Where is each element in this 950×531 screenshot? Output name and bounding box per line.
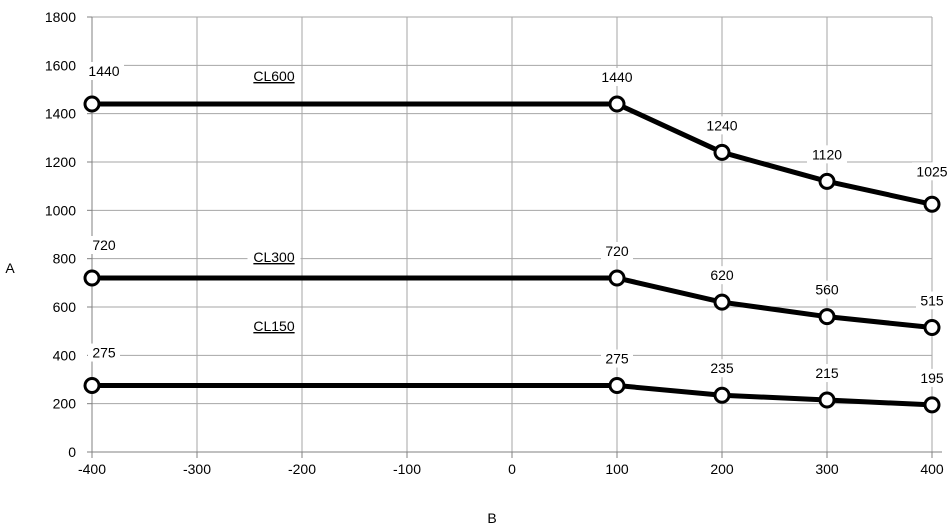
y-tick-label: 200 <box>53 396 77 412</box>
data-point <box>923 396 941 414</box>
data-point <box>83 95 101 113</box>
data-label: 195 <box>920 370 944 386</box>
series-CL600: 1440 1440 1240 1120 1025 CL600 <box>83 62 950 213</box>
data-label-background <box>597 68 637 86</box>
data-label-background <box>807 145 847 164</box>
series-name-background <box>247 248 301 266</box>
data-label: 275 <box>605 351 629 367</box>
data-label: 720 <box>92 237 116 253</box>
data-label: 235 <box>710 360 734 376</box>
data-label: 1240 <box>706 117 737 133</box>
data-label: 215 <box>815 365 839 381</box>
y-tick-label: 800 <box>53 251 77 267</box>
series-name-background <box>247 67 301 85</box>
data-label: 515 <box>920 293 944 309</box>
data-label-background <box>84 62 124 80</box>
data-label-background <box>811 280 843 299</box>
y-tick-label: 1400 <box>45 106 76 122</box>
y-tick-label: 1200 <box>45 154 76 170</box>
data-label: 560 <box>815 282 839 298</box>
series-name-label: CL300 <box>253 249 294 265</box>
x-tick-label: -200 <box>288 461 316 477</box>
data-label-background <box>88 343 120 362</box>
x-tick-label: 0 <box>508 461 516 477</box>
x-tick-label: -300 <box>183 461 211 477</box>
data-label: 1025 <box>916 163 947 179</box>
series-name-label: CL600 <box>253 68 294 84</box>
series-name-background <box>247 317 301 335</box>
axes: -400 -300 -200 -100 0 100 200 300 400 0 200 400 600 8… <box>45 9 944 477</box>
series-CL300: 720 720 620 560 515 CL300 <box>83 236 948 337</box>
y-tick-label: 0 <box>68 444 76 460</box>
y-tick-label: 400 <box>53 347 77 363</box>
data-label: 1120 <box>812 146 842 162</box>
data-label: 1440 <box>88 63 119 79</box>
x-tick-label: 400 <box>920 461 944 477</box>
data-label: 620 <box>710 267 734 283</box>
data-label-background <box>916 291 948 310</box>
data-label-background <box>601 349 633 368</box>
data-label-background <box>702 116 742 135</box>
data-point <box>923 319 941 337</box>
x-tick-label: 200 <box>710 461 734 477</box>
series-name-label: CL150 <box>253 318 294 334</box>
data-label-background <box>811 364 843 383</box>
data-label-background <box>601 242 633 260</box>
data-point <box>608 377 626 395</box>
data-point <box>923 195 941 213</box>
x-tick-label: -100 <box>393 461 421 477</box>
data-label-background <box>706 266 738 285</box>
data-point <box>608 95 626 113</box>
data-point <box>713 143 731 161</box>
y-axis-label: A <box>5 260 15 276</box>
data-label: 1440 <box>601 69 632 85</box>
data-label: 275 <box>92 345 116 361</box>
gridlines <box>92 16 933 452</box>
x-tick-label: 100 <box>605 461 629 477</box>
data-point <box>818 308 836 326</box>
data-point <box>818 391 836 409</box>
data-label-background <box>88 236 120 254</box>
x-axis-label: B <box>487 510 496 526</box>
data-point <box>713 293 731 311</box>
data-point <box>818 172 836 190</box>
series-CL150: 275 275 235 215 195 CL150 <box>83 317 948 414</box>
y-tick-label: 1800 <box>45 9 76 25</box>
x-tick-label: 300 <box>815 461 839 477</box>
data-label-background <box>912 162 950 181</box>
data-label: 720 <box>605 243 629 259</box>
data-point <box>713 386 731 404</box>
data-label-background <box>706 359 738 378</box>
data-label-background <box>916 368 948 387</box>
x-tick-label: -400 <box>78 461 106 477</box>
y-tick-label: 600 <box>53 299 77 315</box>
y-tick-label: 1600 <box>45 57 76 73</box>
series: 1440 1440 1240 1120 1025 CL600 720 720 620 560 515… <box>83 62 950 414</box>
data-point <box>608 269 626 287</box>
y-tick-label: 1000 <box>45 202 76 218</box>
data-point <box>83 377 101 395</box>
data-point <box>83 269 101 287</box>
